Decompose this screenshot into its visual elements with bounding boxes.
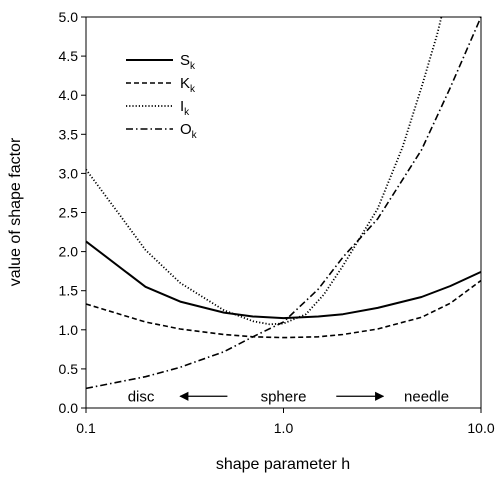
y-tick-label: 4.0 xyxy=(59,87,79,103)
y-tick-label: 4.5 xyxy=(59,48,79,64)
series-line-ik xyxy=(85,16,443,326)
y-tick-label: 0.0 xyxy=(59,400,79,416)
annotation-needle: needle xyxy=(404,388,449,405)
y-tick-label: 2.0 xyxy=(59,244,79,260)
y-tick-label: 0.5 xyxy=(59,361,79,377)
y-tick-label: 2.5 xyxy=(59,205,79,221)
legend-label: Ik xyxy=(180,98,190,118)
series-lines xyxy=(85,16,482,390)
y-tick-label: 1.0 xyxy=(59,322,79,338)
plot-frame xyxy=(85,16,482,409)
legend-label: Ok xyxy=(180,121,198,141)
series-line-kk xyxy=(85,279,482,339)
region-annotations: disc sphere needle xyxy=(128,388,449,405)
series-line-sk xyxy=(85,240,482,320)
axis-ticks: 0.0 0.5 1.0 1.5 2.0 2.5 3.0 3.5 4.0 4.5 5.0 0.1 1.0 1… xyxy=(59,9,495,436)
y-tick-label: 3.5 xyxy=(59,126,79,142)
x-tick-label: 1.0 xyxy=(274,420,294,436)
annotation-disc: disc xyxy=(128,388,155,405)
y-tick-label: 3.0 xyxy=(59,165,79,181)
annotation-sphere: sphere xyxy=(261,388,307,405)
x-tick-label: 10.0 xyxy=(467,420,494,436)
x-axis-label: shape parameter h xyxy=(216,456,350,473)
legend-label: Kk xyxy=(180,75,196,95)
series-line-ok xyxy=(85,16,482,390)
legend-label: Sk xyxy=(180,52,196,72)
y-axis-label: value of shape factor xyxy=(7,137,24,286)
y-tick-label: 1.5 xyxy=(59,283,79,299)
legend: Sk Kk Ik Ok xyxy=(126,52,198,141)
y-tick-label: 5.0 xyxy=(59,9,79,25)
x-tick-label: 0.1 xyxy=(76,420,96,436)
